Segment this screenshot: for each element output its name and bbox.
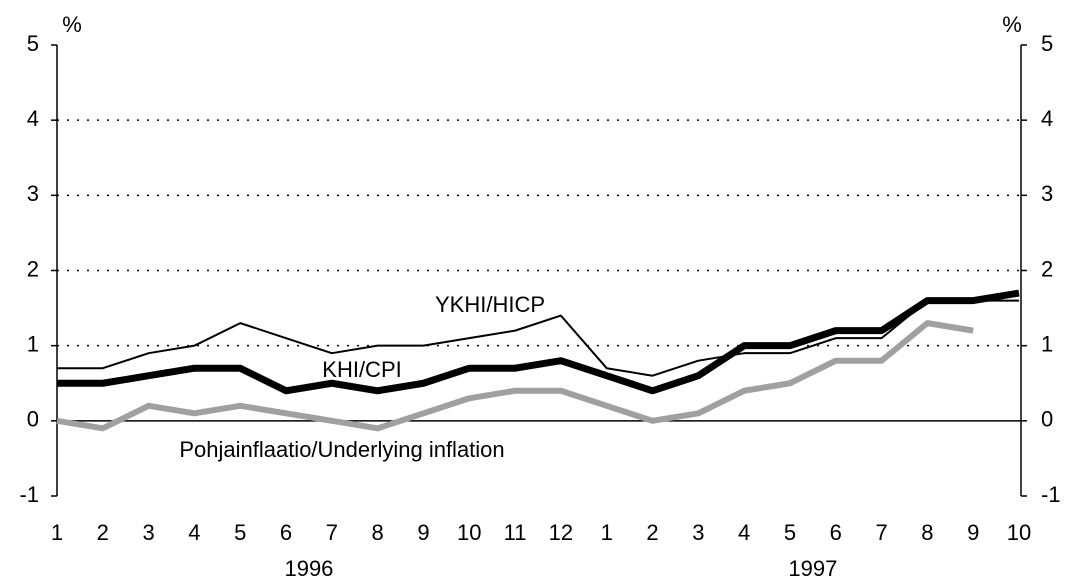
line-series [56,320,974,432]
x-tick-label: 10 [1007,520,1031,545]
y2-axis-label: % [1002,12,1022,37]
y2-tick-label: 4 [1041,106,1053,131]
y-tick-label: 3 [27,181,39,206]
x-tick-label: 8 [921,520,933,545]
y2-tick-label: 1 [1041,331,1053,356]
x-tick-label: 12 [549,520,573,545]
x-tick-label: 10 [457,520,481,545]
y2-tick-label: 0 [1041,407,1053,432]
line-series [57,299,1019,377]
x-tick-label: 5 [234,520,246,545]
x-tick-label: 5 [784,520,796,545]
x-tick-label: 4 [738,520,750,545]
x-tick-label: 9 [417,520,429,545]
y2-tick-label: 2 [1041,256,1053,281]
series-label: Pohjainflaatio/Underlying inflation [179,437,504,462]
x-tick-label: 7 [326,520,338,545]
series-label: YKHI/HICP [435,292,545,317]
y-tick-label: 2 [27,256,39,281]
year-label: 1997 [788,556,837,581]
series-label: KHI/CPI [322,357,401,382]
x-tick-label: 1 [601,520,613,545]
x-tick-label: 4 [188,520,200,545]
y2-tick-label: -1 [1041,482,1061,507]
x-tick-label: 2 [97,520,109,545]
y2-tick-label: 5 [1041,31,1053,56]
x-tick-label: 3 [142,520,154,545]
y2-tick-label: 3 [1041,181,1053,206]
x-tick-label: 1 [51,520,63,545]
x-tick-label: 8 [372,520,384,545]
x-tick-label: 9 [967,520,979,545]
y-tick-label: 1 [27,331,39,356]
line-series [57,289,1020,395]
x-tick-label: 6 [830,520,842,545]
x-tick-label: 6 [280,520,292,545]
x-tick-label: 7 [875,520,887,545]
y-tick-label: -1 [19,482,39,507]
y-tick-label: 4 [27,106,39,131]
y-tick-label: 0 [27,407,39,432]
x-tick-label: 3 [692,520,704,545]
y-tick-label: 5 [27,31,39,56]
y-axis-label: % [62,12,82,37]
x-tick-label: 2 [646,520,658,545]
x-tick-label: 11 [504,520,527,545]
year-label: 1996 [284,556,333,581]
